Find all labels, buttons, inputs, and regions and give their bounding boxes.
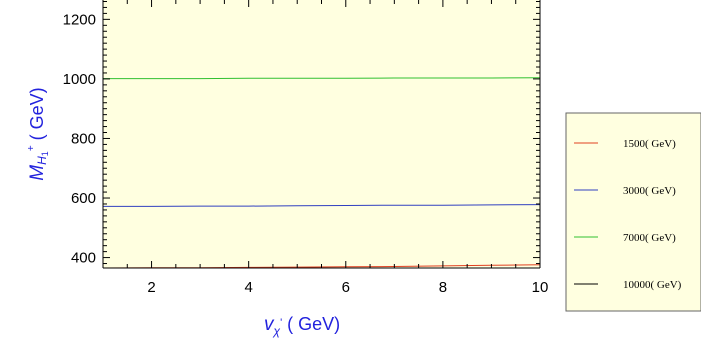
x-tick-label: 10: [532, 279, 549, 296]
y-axis-title: MH1+ ( GeV): [26, 87, 51, 180]
svg-text:vχ' ( GeV): vχ' ( GeV): [264, 314, 340, 338]
y-tick-label: 800: [71, 130, 96, 147]
series-line: [103, 204, 540, 207]
y-tick-label: 1200: [63, 11, 96, 28]
legend-label: 7000( GeV): [623, 232, 676, 244]
x-tick-label: 6: [342, 279, 350, 296]
legend-label: 10000( GeV): [623, 279, 682, 291]
y-tick-label: 600: [71, 190, 96, 207]
y-tick-label: 1000: [63, 71, 96, 88]
x-tick-label: 2: [147, 279, 155, 296]
legend-label: 3000( GeV): [623, 185, 676, 197]
legend-label: 1500( GeV): [623, 138, 676, 150]
series-line: [103, 77, 540, 80]
svg-text:MH1+ ( GeV): MH1+ ( GeV): [26, 87, 51, 180]
legend-box: [565, 112, 701, 312]
x-tick-label: 8: [439, 279, 447, 296]
legend: 1500( GeV) 3000( GeV) 7000( GeV) 10000( GeV…: [574, 138, 682, 291]
plot-area: [103, 0, 540, 268]
x-tick-label: 4: [244, 279, 252, 296]
y-tick-label: 400: [71, 250, 96, 267]
x-axis-title: vχ' ( GeV): [264, 314, 340, 338]
ticks-layer: 2 4 6 8 10 400 600 800 1000 1200: [63, 0, 549, 296]
